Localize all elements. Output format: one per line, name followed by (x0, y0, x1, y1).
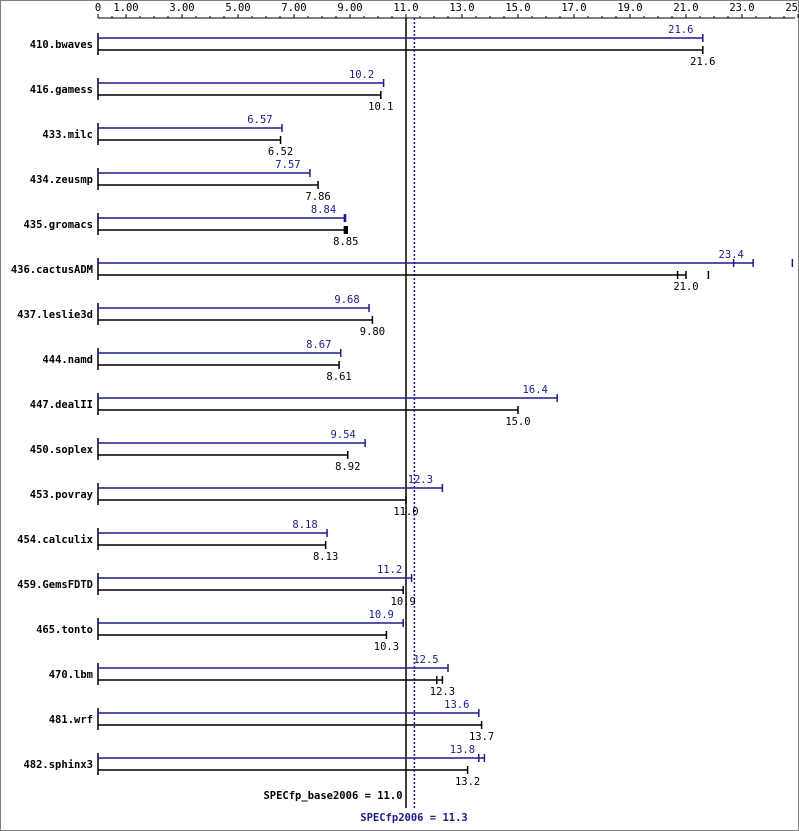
base-value-label: 8.85 (333, 236, 358, 248)
benchmark-label: 416.gamess (30, 84, 93, 96)
peak-value-label: 9.54 (330, 429, 355, 441)
base-value-label: 21.0 (673, 281, 698, 293)
x-tick-label: 17.0 (561, 2, 586, 14)
benchmark-label: 434.zeusmp (30, 174, 93, 186)
peak-value-label: 8.18 (292, 519, 317, 531)
benchmark-rows: 410.bwaves 21.6 21.6 416.gamess 10.2 10.1 433.… (11, 24, 794, 788)
benchmark-label: 465.tonto (36, 624, 93, 636)
peak-value-label: 13.6 (444, 699, 469, 711)
benchmark-label: 453.povray (30, 489, 94, 501)
peak-value-label: 12.5 (413, 654, 438, 666)
peak-value-label: 13.8 (450, 744, 475, 756)
base-value-label: 13.2 (455, 776, 480, 788)
reference-lines (405, 18, 416, 810)
base-value-label: 8.13 (313, 551, 338, 563)
peak-value-label: 8.67 (306, 339, 331, 351)
base-value-label: 11.0 (393, 506, 418, 518)
peak-summary-label: SPECfp2006 = 11.3 (360, 812, 467, 824)
x-tick-label: 1.00 (113, 2, 138, 14)
benchmark-label: 435.gromacs (23, 219, 93, 231)
peak-value-label: 9.68 (334, 294, 359, 306)
peak-value-label: 10.9 (369, 609, 394, 621)
base-value-label: 6.52 (268, 146, 293, 158)
peak-value-label: 23.4 (719, 249, 744, 261)
base-value-label: 15.0 (505, 416, 530, 428)
x-tick-label: 7.00 (281, 2, 306, 14)
x-tick-label: 21.0 (673, 2, 698, 14)
base-value-label: 10.3 (374, 641, 399, 653)
x-axis-ticks: 0 1.00 3.00 5.00 7.00 9.00 11.0 13.0 15.0 17.0 19.… (95, 2, 799, 18)
benchmark-label: 410.bwaves (30, 39, 93, 51)
base-value-label: 13.7 (469, 731, 494, 743)
peak-value-label: 6.57 (247, 114, 272, 126)
benchmark-label: 437.leslie3d (17, 309, 93, 321)
x-tick-label: 25.0 (785, 2, 799, 14)
benchmark-label: 436.cactusADM (11, 264, 93, 276)
benchmark-label: 481.wrf (49, 714, 93, 726)
benchmark-label: 482.sphinx3 (23, 759, 93, 771)
peak-value-label: 16.4 (523, 384, 548, 396)
x-tick-label: 15.0 (505, 2, 530, 14)
x-tick-label: 23.0 (729, 2, 754, 14)
benchmark-label: 433.milc (42, 129, 93, 141)
base-value-label: 10.9 (391, 596, 416, 608)
x-tick-label: 0 (95, 2, 101, 14)
x-tick-label: 13.0 (449, 2, 474, 14)
benchmark-label: 470.lbm (49, 669, 93, 681)
benchmark-label: 459.GemsFDTD (17, 579, 93, 591)
x-tick-label: 9.00 (337, 2, 362, 14)
peak-value-label: 21.6 (668, 24, 693, 36)
x-tick-label: 5.00 (225, 2, 250, 14)
base-value-label: 8.61 (326, 371, 351, 383)
peak-value-label: 10.2 (349, 69, 374, 81)
base-value-label: 7.86 (305, 191, 330, 203)
benchmark-label: 447.dealII (30, 399, 93, 411)
peak-value-label: 11.2 (377, 564, 402, 576)
benchmark-label: 444.namd (42, 354, 93, 366)
base-value-label: 9.80 (360, 326, 385, 338)
summary-labels: SPECfp_base2006 = 11.0 SPECfp2006 = 11.3 (263, 790, 467, 824)
base-summary-label: SPECfp_base2006 = 11.0 (263, 790, 402, 802)
benchmark-label: 454.calculix (17, 534, 94, 546)
base-value-label: 10.1 (368, 101, 393, 113)
base-value-label: 12.3 (430, 686, 455, 698)
peak-value-label: 12.3 (408, 474, 433, 486)
x-tick-label: 19.0 (617, 2, 642, 14)
base-value-label: 8.92 (335, 461, 360, 473)
peak-value-label: 7.57 (275, 159, 300, 171)
x-tick-label: 11.0 (393, 2, 418, 14)
benchmark-label: 450.soplex (30, 444, 94, 456)
x-tick-label: 3.00 (169, 2, 194, 14)
base-value-label: 21.6 (690, 56, 715, 68)
peak-value-label: 8.84 (311, 204, 336, 216)
